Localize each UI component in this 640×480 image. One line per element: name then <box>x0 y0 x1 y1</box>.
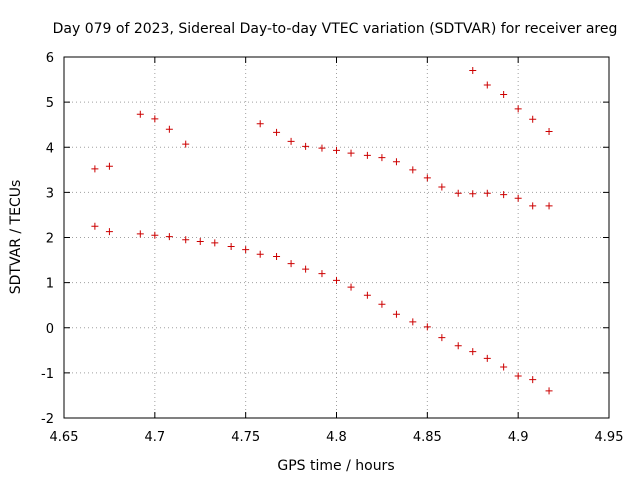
data-point <box>182 236 190 244</box>
data-point <box>500 363 508 371</box>
y-tick-label: 2 <box>46 232 54 247</box>
data-point <box>91 222 99 230</box>
data-point <box>483 189 491 197</box>
data-point <box>392 158 400 166</box>
data-point <box>211 239 219 247</box>
plot-frame <box>63 56 610 419</box>
data-point <box>165 125 173 133</box>
data-point <box>469 67 477 75</box>
data-point <box>438 183 446 191</box>
data-point <box>105 228 113 236</box>
data-point <box>302 142 310 150</box>
data-point <box>256 250 264 258</box>
data-point <box>514 105 522 113</box>
y-tick-label: 1 <box>46 277 54 292</box>
series-track-lower <box>91 222 553 395</box>
x-tick-label: 4.8 <box>326 430 347 445</box>
data-point <box>256 120 264 128</box>
data-point <box>483 81 491 89</box>
y-tick-label: 5 <box>46 96 54 111</box>
data-point <box>529 376 537 384</box>
data-point <box>483 354 491 362</box>
y-tick-label: 0 <box>46 322 54 337</box>
data-point <box>529 115 537 123</box>
data-point <box>196 238 204 246</box>
x-tick-label: 4.75 <box>231 430 260 445</box>
data-point <box>105 162 113 170</box>
data-point <box>378 300 386 308</box>
data-point <box>287 260 295 268</box>
y-axis-label: SDTVAR / TECUs <box>8 180 24 295</box>
data-point <box>182 140 190 148</box>
data-point <box>545 202 553 210</box>
x-tick-label: 4.9 <box>508 430 529 445</box>
data-point <box>363 291 371 299</box>
data-point <box>500 90 508 98</box>
y-tick-label: 6 <box>46 51 54 66</box>
data-point <box>151 231 159 239</box>
data-point <box>423 174 431 182</box>
data-point <box>318 144 326 152</box>
data-point <box>347 283 355 291</box>
series-track-upper <box>469 67 553 135</box>
data-point <box>273 252 281 260</box>
data-point <box>545 387 553 395</box>
data-point <box>454 342 462 350</box>
data-point <box>273 128 281 136</box>
data-point <box>318 270 326 278</box>
x-tick-labels: 4.65 4.7 4.75 4.8 4.85 4.9 4.95 <box>50 430 624 445</box>
y-tick-label: 4 <box>46 141 54 156</box>
data-point <box>500 191 508 199</box>
data-point <box>91 165 99 173</box>
data-point <box>333 146 340 154</box>
x-tick-label: 4.65 <box>50 430 79 445</box>
x-axis-label: GPS time / hours <box>277 458 394 474</box>
data-point <box>363 151 371 159</box>
data-points <box>91 67 553 395</box>
data-point <box>136 110 144 118</box>
x-tick-label: 4.7 <box>144 430 165 445</box>
data-point <box>409 318 417 326</box>
data-point <box>514 194 522 202</box>
data-point <box>514 372 522 380</box>
data-point <box>469 190 477 198</box>
data-point <box>438 334 446 342</box>
data-point <box>151 115 159 123</box>
data-point <box>454 189 462 197</box>
y-tick-label: -1 <box>41 367 54 382</box>
data-point <box>409 166 417 174</box>
data-point <box>392 310 400 318</box>
chart-title: Day 079 of 2023, Sidereal Day-to-day VTE… <box>53 21 618 37</box>
x-tick-label: 4.85 <box>413 430 442 445</box>
data-point <box>287 137 295 145</box>
y-tick-labels: -2 -1 0 1 2 3 4 5 6 <box>41 51 54 427</box>
data-point <box>302 265 310 273</box>
data-point <box>529 202 537 210</box>
y-tick-label: 3 <box>46 186 54 201</box>
data-point <box>136 230 144 238</box>
data-point <box>469 348 477 356</box>
data-point <box>545 127 553 135</box>
data-point <box>227 243 235 251</box>
data-point <box>242 246 250 254</box>
series-track-middle <box>91 110 553 210</box>
x-tick-label: 4.95 <box>595 430 624 445</box>
data-point <box>347 149 355 157</box>
grid-lines <box>64 57 609 418</box>
data-point <box>165 233 173 241</box>
data-point <box>378 154 386 162</box>
data-point <box>333 276 340 284</box>
data-point <box>423 323 431 331</box>
y-tick-label: -2 <box>41 412 54 427</box>
